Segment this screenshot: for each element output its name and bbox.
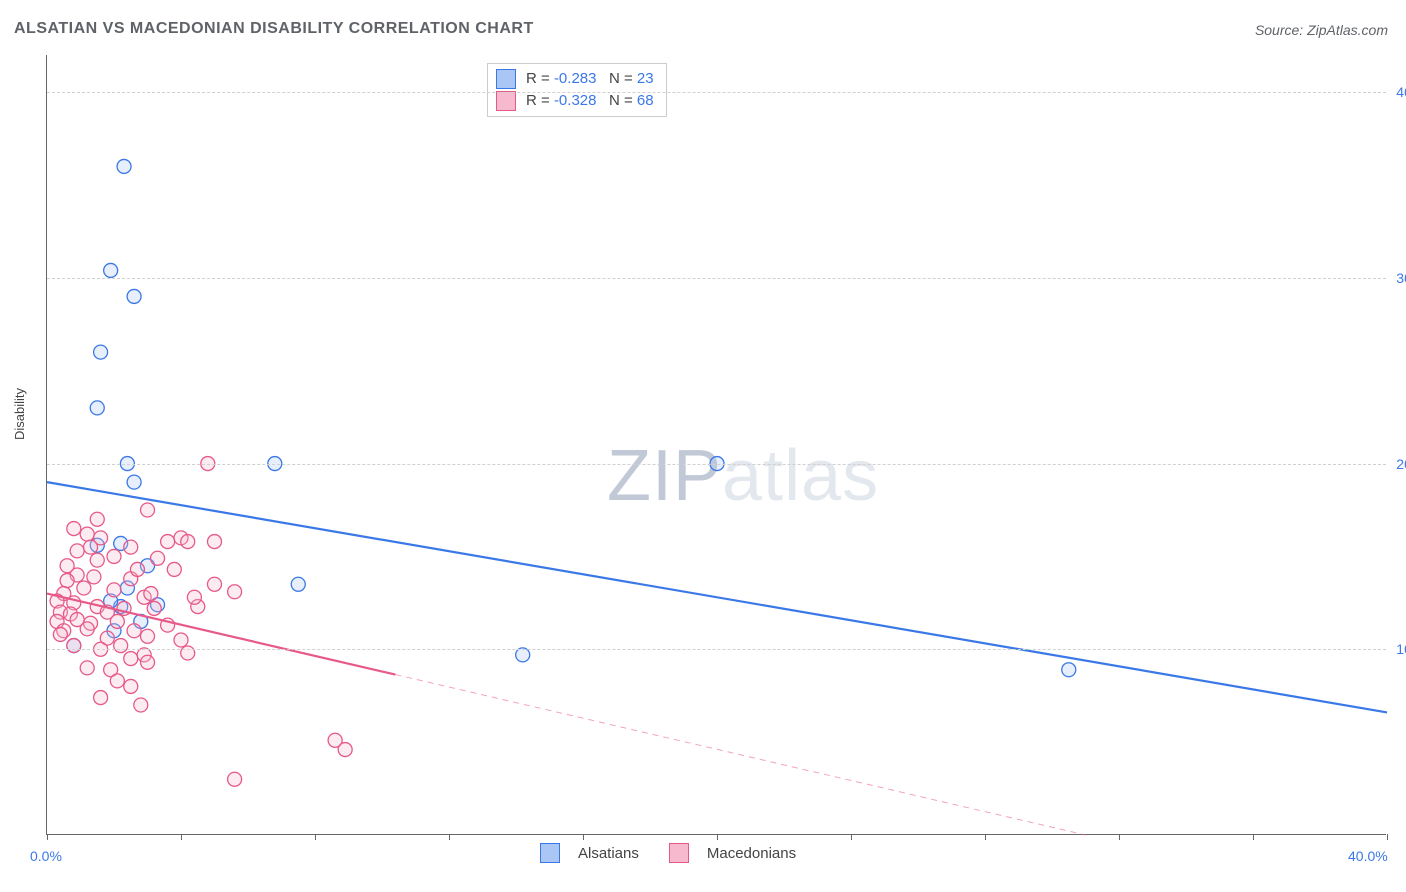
data-point <box>147 601 161 615</box>
x-tick-mark <box>47 834 48 840</box>
data-point <box>117 159 131 173</box>
x-axis-min: 0.0% <box>30 848 62 864</box>
trend-line-dashed <box>395 675 1085 835</box>
legend-swatch <box>540 843 560 863</box>
data-point <box>110 674 124 688</box>
data-point <box>80 527 94 541</box>
trend-line <box>47 594 395 675</box>
data-point <box>90 401 104 415</box>
data-point <box>338 743 352 757</box>
data-point <box>187 590 201 604</box>
chart-container: ALSATIAN VS MACEDONIAN DISABILITY CORREL… <box>0 0 1406 892</box>
x-tick-mark <box>449 834 450 840</box>
source-label: Source: ZipAtlas.com <box>1255 22 1388 38</box>
data-point <box>144 587 158 601</box>
x-tick-mark <box>1253 834 1254 840</box>
data-point <box>208 535 222 549</box>
data-point <box>94 691 108 705</box>
data-point <box>141 629 155 643</box>
data-point <box>53 627 67 641</box>
y-axis-label: Disability <box>12 388 27 440</box>
data-point <box>181 646 195 660</box>
data-point <box>208 577 222 591</box>
gridline <box>47 649 1386 650</box>
data-point <box>77 581 91 595</box>
data-point <box>104 263 118 277</box>
correlation-text: R = -0.328 N = 68 <box>526 90 654 112</box>
data-point <box>114 639 128 653</box>
data-point <box>90 512 104 526</box>
data-point <box>151 551 165 565</box>
x-tick-mark <box>1387 834 1388 840</box>
data-point <box>84 540 98 554</box>
y-tick-label: 30.0% <box>1391 270 1406 286</box>
data-point <box>87 570 101 584</box>
data-point <box>60 574 74 588</box>
trend-line <box>47 482 1387 712</box>
legend-label: Alsatians <box>578 845 639 862</box>
x-tick-mark <box>1119 834 1120 840</box>
plot-area: ZIPatlas R = -0.283 N = 23R = -0.328 N =… <box>46 55 1386 835</box>
legend-item: Alsatians <box>540 843 639 863</box>
correlation-text: R = -0.283 N = 23 <box>526 68 654 90</box>
correlation-row: R = -0.328 N = 68 <box>496 90 654 112</box>
data-point <box>134 698 148 712</box>
y-tick-label: 20.0% <box>1391 456 1406 472</box>
x-axis-max: 40.0% <box>1348 848 1388 864</box>
x-tick-mark <box>181 834 182 840</box>
data-point <box>80 661 94 675</box>
data-point <box>1062 663 1076 677</box>
data-point <box>161 535 175 549</box>
data-point <box>127 475 141 489</box>
data-point <box>167 562 181 576</box>
y-tick-label: 10.0% <box>1391 641 1406 657</box>
x-tick-mark <box>985 834 986 840</box>
legend-label: Macedonians <box>707 845 796 862</box>
data-point <box>107 549 121 563</box>
gridline <box>47 464 1386 465</box>
data-point <box>124 679 138 693</box>
data-point <box>291 577 305 591</box>
data-point <box>127 624 141 638</box>
legend-swatch <box>669 843 689 863</box>
x-tick-mark <box>315 834 316 840</box>
data-point <box>67 639 81 653</box>
x-tick-mark <box>717 834 718 840</box>
data-point <box>90 553 104 567</box>
correlation-legend: R = -0.283 N = 23R = -0.328 N = 68 <box>487 63 667 117</box>
data-point <box>80 622 94 636</box>
data-point <box>181 535 195 549</box>
x-tick-mark <box>851 834 852 840</box>
gridline <box>47 92 1386 93</box>
chart-title: ALSATIAN VS MACEDONIAN DISABILITY CORREL… <box>14 20 534 38</box>
y-tick-label: 40.0% <box>1391 84 1406 100</box>
data-point <box>228 772 242 786</box>
legend-item: Macedonians <box>669 843 796 863</box>
data-point <box>130 562 144 576</box>
data-point <box>124 652 138 666</box>
data-point <box>94 345 108 359</box>
x-tick-mark <box>583 834 584 840</box>
data-point <box>124 540 138 554</box>
legend-swatch <box>496 69 516 89</box>
data-point <box>174 633 188 647</box>
series-legend: Alsatians Macedonians <box>540 843 796 863</box>
data-point <box>141 503 155 517</box>
gridline <box>47 278 1386 279</box>
legend-swatch <box>496 91 516 111</box>
data-point <box>67 522 81 536</box>
data-point <box>70 544 84 558</box>
plot-svg <box>47 55 1387 835</box>
data-point <box>141 655 155 669</box>
correlation-row: R = -0.283 N = 23 <box>496 68 654 90</box>
data-point <box>228 585 242 599</box>
data-point <box>127 289 141 303</box>
data-point <box>107 583 121 597</box>
